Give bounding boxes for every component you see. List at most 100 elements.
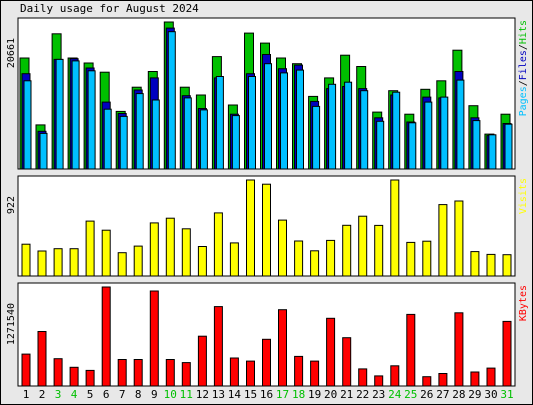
bar-visits-day-27 xyxy=(438,204,448,277)
chart-title: Daily usage for August 2024 xyxy=(20,2,199,15)
bar-kbytes-day-28 xyxy=(454,312,464,387)
legend-entry-hits: Hits xyxy=(518,20,529,44)
x-tick-label-day-6: 6 xyxy=(103,388,110,401)
bar-visits-day-6 xyxy=(101,229,111,277)
bar-pages-day-28 xyxy=(456,79,465,170)
bar-pages-day-2 xyxy=(39,132,48,170)
x-tick-label-day-9: 9 xyxy=(151,388,158,401)
bar-pages-day-3 xyxy=(55,58,64,170)
x-tick-label-day-22: 22 xyxy=(356,388,369,401)
bar-kbytes-day-20 xyxy=(326,317,336,387)
bar-kbytes-day-10 xyxy=(165,359,175,387)
bar-visits-day-10 xyxy=(165,217,175,277)
bar-visits-day-16 xyxy=(262,183,271,277)
bar-visits-day-30 xyxy=(486,253,496,277)
bar-kbytes-day-6 xyxy=(101,286,111,387)
bar-visits-day-21 xyxy=(342,224,352,277)
bar-pages-day-29 xyxy=(472,120,481,170)
legend-entry-files: Files xyxy=(518,50,529,80)
bar-pages-day-18 xyxy=(296,69,304,170)
bar-kbytes-day-9 xyxy=(149,290,159,387)
x-tick-label-day-30: 30 xyxy=(484,388,497,401)
x-tick-label-day-25: 25 xyxy=(404,388,417,401)
x-tick-label-day-7: 7 xyxy=(119,388,126,401)
x-tick-label-day-2: 2 xyxy=(39,388,46,401)
bar-pages-day-15 xyxy=(248,76,256,170)
x-tick-label-day-18: 18 xyxy=(292,388,305,401)
x-tick-label-day-12: 12 xyxy=(196,388,209,401)
x-tick-label-day-8: 8 xyxy=(135,388,142,401)
x-tick-label-day-31: 31 xyxy=(500,388,513,401)
legend-hits-files-pages: Pages/Files/Hits xyxy=(518,20,529,116)
bar-visits-day-11 xyxy=(181,228,191,277)
bar-kbytes-day-16 xyxy=(262,338,271,387)
x-tick-label-day-26: 26 xyxy=(420,388,433,401)
legend-entry-pages: Pages xyxy=(518,86,529,116)
y-max-label-hits-files-pages: 20661 xyxy=(6,38,17,68)
x-tick-label-day-1: 1 xyxy=(23,388,30,401)
x-tick-label-day-17: 17 xyxy=(276,388,289,401)
bar-visits-day-8 xyxy=(133,245,143,277)
bar-pages-day-20 xyxy=(328,83,337,170)
bar-pages-day-23 xyxy=(376,120,385,170)
bar-visits-day-12 xyxy=(197,246,207,277)
bar-kbytes-day-13 xyxy=(213,306,223,387)
bar-kbytes-day-22 xyxy=(358,368,368,387)
bar-kbytes-day-23 xyxy=(374,375,384,387)
x-tick-label-day-13: 13 xyxy=(212,388,225,401)
bar-visits-day-24 xyxy=(390,179,400,277)
bar-visits-day-2 xyxy=(37,250,47,277)
x-tick-label-day-4: 4 xyxy=(71,388,78,401)
x-tick-label-day-10: 10 xyxy=(164,388,177,401)
legend-kbytes: KBytes xyxy=(518,285,529,321)
bar-pages-day-7 xyxy=(119,115,128,170)
bar-kbytes-day-31 xyxy=(502,320,512,387)
bar-pages-day-30 xyxy=(488,134,497,170)
bar-visits-day-31 xyxy=(502,254,512,277)
bar-kbytes-day-27 xyxy=(438,373,448,387)
bar-visits-day-23 xyxy=(374,224,384,277)
bar-visits-day-26 xyxy=(422,240,432,277)
bar-pages-day-26 xyxy=(424,101,433,170)
bar-visits-day-7 xyxy=(117,252,127,277)
bar-visits-day-25 xyxy=(406,241,416,277)
legend-visits: Visits xyxy=(518,178,529,214)
bar-kbytes-day-12 xyxy=(197,335,207,387)
bar-pages-day-4 xyxy=(71,60,80,170)
bar-kbytes-day-25 xyxy=(406,313,416,387)
bar-pages-day-11 xyxy=(183,97,192,170)
bar-visits-day-22 xyxy=(358,215,368,277)
bar-kbytes-day-11 xyxy=(181,362,191,387)
bar-visits-day-29 xyxy=(470,251,480,277)
bar-visits-day-28 xyxy=(454,200,464,277)
x-tick-label-day-20: 20 xyxy=(324,388,337,401)
bar-pages-day-17 xyxy=(280,72,288,170)
bar-kbytes-day-26 xyxy=(422,376,432,387)
x-tick-label-day-5: 5 xyxy=(87,388,94,401)
bar-pages-day-21 xyxy=(344,81,353,170)
bar-pages-day-25 xyxy=(408,122,417,170)
x-tick-label-day-11: 11 xyxy=(180,388,193,401)
bar-visits-day-13 xyxy=(213,212,223,277)
bar-kbytes-day-18 xyxy=(294,355,304,387)
bar-pages-day-31 xyxy=(504,123,513,170)
bar-kbytes-day-2 xyxy=(37,331,47,387)
bar-pages-day-1 xyxy=(23,80,32,170)
x-tick-label-day-3: 3 xyxy=(55,388,62,401)
bar-kbytes-day-21 xyxy=(342,337,352,387)
bar-kbytes-day-30 xyxy=(486,367,496,387)
x-tick-label-day-29: 29 xyxy=(468,388,481,401)
x-tick-label-day-15: 15 xyxy=(244,388,257,401)
bar-pages-day-9 xyxy=(151,99,160,170)
bar-pages-day-14 xyxy=(231,115,240,170)
bar-pages-day-24 xyxy=(392,91,401,170)
bar-pages-day-12 xyxy=(199,109,208,170)
x-tick-label-day-21: 21 xyxy=(340,388,353,401)
x-tick-label-day-16: 16 xyxy=(260,388,273,401)
bar-kbytes-day-4 xyxy=(69,366,79,387)
bar-visits-day-18 xyxy=(294,240,304,277)
x-tick-label-day-14: 14 xyxy=(228,388,242,401)
y-max-label-visits: 922 xyxy=(6,196,17,214)
bar-pages-day-16 xyxy=(264,63,272,170)
